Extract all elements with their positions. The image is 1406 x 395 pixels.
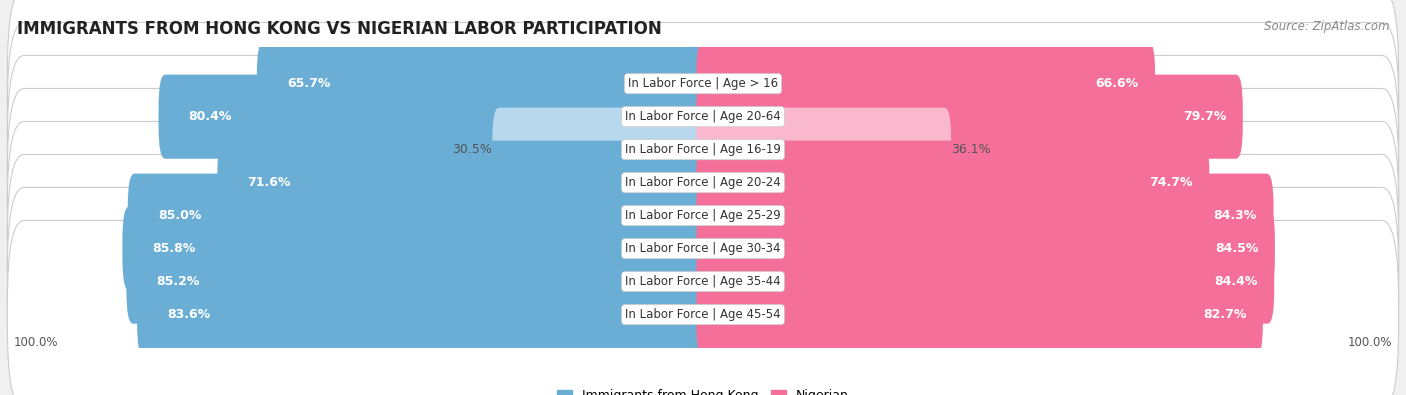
Text: In Labor Force | Age 35-44: In Labor Force | Age 35-44 xyxy=(626,275,780,288)
Text: 65.7%: 65.7% xyxy=(287,77,330,90)
Text: 85.0%: 85.0% xyxy=(157,209,201,222)
Text: 80.4%: 80.4% xyxy=(188,110,232,123)
Legend: Immigrants from Hong Kong, Nigerian: Immigrants from Hong Kong, Nigerian xyxy=(553,384,853,395)
Text: In Labor Force | Age > 16: In Labor Force | Age > 16 xyxy=(628,77,778,90)
Text: 84.3%: 84.3% xyxy=(1213,209,1257,222)
Text: 79.7%: 79.7% xyxy=(1182,110,1226,123)
FancyBboxPatch shape xyxy=(122,207,710,291)
FancyBboxPatch shape xyxy=(159,75,710,159)
Text: IMMIGRANTS FROM HONG KONG VS NIGERIAN LABOR PARTICIPATION: IMMIGRANTS FROM HONG KONG VS NIGERIAN LA… xyxy=(17,20,662,38)
FancyBboxPatch shape xyxy=(696,173,1274,258)
FancyBboxPatch shape xyxy=(257,41,710,126)
Text: 85.8%: 85.8% xyxy=(152,242,195,255)
FancyBboxPatch shape xyxy=(7,188,1399,376)
Text: In Labor Force | Age 20-64: In Labor Force | Age 20-64 xyxy=(626,110,780,123)
Text: 36.1%: 36.1% xyxy=(950,143,991,156)
FancyBboxPatch shape xyxy=(696,107,950,192)
FancyBboxPatch shape xyxy=(7,88,1399,277)
Text: 82.7%: 82.7% xyxy=(1202,308,1246,321)
FancyBboxPatch shape xyxy=(7,121,1399,310)
Text: 71.6%: 71.6% xyxy=(247,176,291,189)
FancyBboxPatch shape xyxy=(696,41,1156,126)
Text: 84.5%: 84.5% xyxy=(1215,242,1258,255)
Text: In Labor Force | Age 30-34: In Labor Force | Age 30-34 xyxy=(626,242,780,255)
Text: In Labor Force | Age 20-24: In Labor Force | Age 20-24 xyxy=(626,176,780,189)
Text: 83.6%: 83.6% xyxy=(167,308,211,321)
FancyBboxPatch shape xyxy=(7,154,1399,343)
Text: Source: ZipAtlas.com: Source: ZipAtlas.com xyxy=(1264,20,1389,33)
FancyBboxPatch shape xyxy=(127,239,710,324)
Text: In Labor Force | Age 25-29: In Labor Force | Age 25-29 xyxy=(626,209,780,222)
FancyBboxPatch shape xyxy=(7,220,1399,395)
Text: 30.5%: 30.5% xyxy=(453,143,492,156)
Text: 100.0%: 100.0% xyxy=(1347,336,1392,349)
Text: 84.4%: 84.4% xyxy=(1215,275,1257,288)
FancyBboxPatch shape xyxy=(7,23,1399,211)
FancyBboxPatch shape xyxy=(138,273,710,357)
FancyBboxPatch shape xyxy=(696,75,1243,159)
FancyBboxPatch shape xyxy=(218,141,710,225)
FancyBboxPatch shape xyxy=(7,55,1399,244)
FancyBboxPatch shape xyxy=(696,239,1274,324)
Text: In Labor Force | Age 16-19: In Labor Force | Age 16-19 xyxy=(626,143,780,156)
Text: 85.2%: 85.2% xyxy=(156,275,200,288)
FancyBboxPatch shape xyxy=(128,173,710,258)
FancyBboxPatch shape xyxy=(7,0,1399,178)
FancyBboxPatch shape xyxy=(696,207,1275,291)
FancyBboxPatch shape xyxy=(696,273,1263,357)
FancyBboxPatch shape xyxy=(492,107,710,192)
FancyBboxPatch shape xyxy=(696,141,1209,225)
Text: 74.7%: 74.7% xyxy=(1149,176,1192,189)
Text: 100.0%: 100.0% xyxy=(14,336,59,349)
Text: In Labor Force | Age 45-54: In Labor Force | Age 45-54 xyxy=(626,308,780,321)
Text: 66.6%: 66.6% xyxy=(1095,77,1139,90)
